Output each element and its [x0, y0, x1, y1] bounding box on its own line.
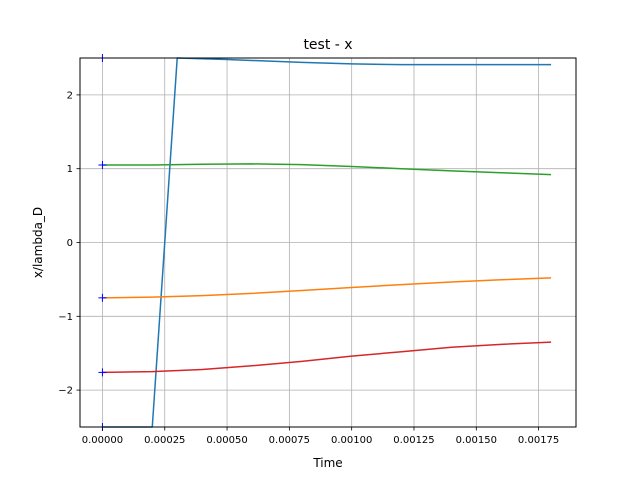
y-tick-label: −1: [58, 312, 73, 323]
chart-title: test - x: [303, 37, 352, 53]
series-lines: [102, 57, 552, 428]
y-tick-label: 1: [67, 164, 73, 175]
x-tick-label: 0.00125: [393, 435, 434, 446]
series-line-4: [102, 341, 552, 374]
series-line-2: [102, 163, 552, 176]
x-axis-label: Time: [312, 456, 342, 470]
series-line-3: [102, 277, 552, 299]
y-axis-ticks: −2 −1 0 1 2: [58, 90, 80, 397]
y-tick-label: 0: [67, 238, 73, 249]
series-line-1: [102, 57, 552, 428]
x-axis-ticks: 0.00000 0.00025 0.00050 0.00075 0.00100 0.001…: [82, 427, 559, 446]
x-tick-label: 0.00100: [331, 435, 372, 446]
grid: [80, 58, 576, 427]
x-tick-label: 0.00075: [269, 435, 310, 446]
x-tick-label: 0.00150: [456, 435, 497, 446]
y-tick-label: −2: [58, 386, 73, 397]
y-tick-label: 2: [67, 90, 73, 101]
x-tick-label: 0.00000: [82, 435, 123, 446]
y-axis-label: x/lambda_D: [31, 207, 45, 278]
x-tick-label: 0.00025: [144, 435, 185, 446]
x-tick-label: 0.00175: [518, 435, 559, 446]
x-tick-label: 0.00050: [206, 435, 247, 446]
